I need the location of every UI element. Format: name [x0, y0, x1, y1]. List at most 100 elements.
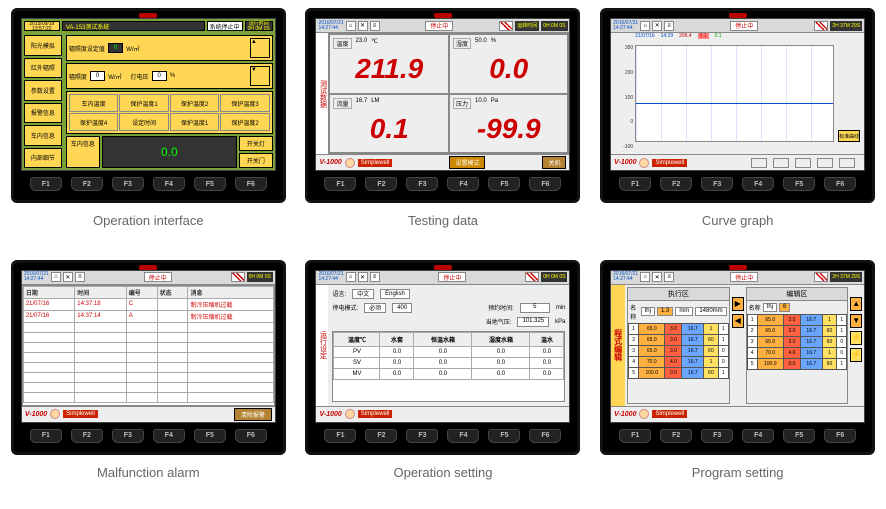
cell[interactable]: 5	[747, 358, 757, 369]
f4-key[interactable]: F4	[742, 177, 774, 191]
cell[interactable]: 1	[629, 323, 639, 334]
f4-key[interactable]: F4	[153, 177, 185, 191]
pwr-opt1[interactable]: 400	[392, 303, 412, 313]
cell[interactable]: 2	[747, 325, 757, 336]
f4-key[interactable]: F4	[153, 429, 185, 443]
nav-btn-4[interactable]: 车内信息	[24, 125, 62, 146]
menu-icon[interactable]: ≡	[370, 21, 380, 31]
f6-key[interactable]: F6	[529, 429, 561, 443]
clear-alarm-btn[interactable]: 清除报警	[234, 408, 272, 421]
bolt2-btn[interactable]: ⚡	[850, 348, 862, 362]
bolt-btn[interactable]: ⚡	[850, 331, 862, 345]
cell[interactable]: 0	[837, 336, 847, 347]
cell[interactable]: 5	[629, 367, 639, 378]
arrow-up-icon[interactable]: ▲	[250, 38, 270, 58]
f5-key[interactable]: F5	[194, 429, 226, 443]
cell[interactable]: 0	[718, 356, 728, 367]
cell[interactable]: 1	[837, 358, 847, 369]
cell[interactable]: 16.7	[800, 325, 822, 336]
copy-right-btn[interactable]: ▶	[732, 297, 744, 311]
cell[interactable]: 0.0	[783, 358, 800, 369]
cell[interactable]: 3.0	[783, 336, 800, 347]
copy-left-btn[interactable]: ◀	[732, 314, 744, 328]
f4-key[interactable]: F4	[447, 177, 479, 191]
nav-btn-1[interactable]: 红外辐照	[24, 58, 62, 79]
f5-key[interactable]: F5	[488, 177, 520, 191]
f2-key[interactable]: F2	[71, 429, 103, 443]
side-btn-0[interactable]: 开关灯	[239, 136, 273, 151]
cell[interactable]: 1	[837, 325, 847, 336]
cell[interactable]: 1	[822, 347, 837, 358]
cell[interactable]: 65.0	[639, 323, 665, 334]
f3-key[interactable]: F3	[406, 177, 438, 191]
nav-btn-5[interactable]: 内部细节	[24, 148, 62, 169]
side-btn-1[interactable]: 开关门	[239, 153, 273, 168]
cell[interactable]: 4.0	[665, 356, 682, 367]
num-val[interactable]: 6	[779, 303, 790, 312]
cell[interactable]: 16.7	[682, 345, 704, 356]
prev-icon[interactable]	[795, 158, 811, 168]
cell[interactable]: 100.0	[757, 358, 783, 369]
nav-btn-3[interactable]: 报警信息	[24, 103, 62, 124]
f2-key[interactable]: F2	[71, 177, 103, 191]
cell[interactable]: 2	[629, 334, 639, 345]
cell[interactable]: 4	[629, 356, 639, 367]
f1-key[interactable]: F1	[30, 429, 62, 443]
home-icon[interactable]: ⌂	[640, 272, 650, 282]
mode-btn[interactable]: 设置模式	[449, 156, 485, 169]
f2-key[interactable]: F2	[660, 429, 692, 443]
zoom-out-icon[interactable]	[773, 158, 789, 168]
press-val[interactable]: 101.325	[517, 317, 549, 327]
cell[interactable]: 3.0	[783, 314, 800, 325]
off-btn[interactable]: 关机	[542, 156, 566, 169]
f3-key[interactable]: F3	[701, 177, 733, 191]
f6-key[interactable]: F6	[235, 429, 267, 443]
f6-key[interactable]: F6	[235, 177, 267, 191]
menu-icon[interactable]: ≡	[75, 272, 85, 282]
f3-key[interactable]: F3	[406, 429, 438, 443]
cell[interactable]: 1	[822, 314, 837, 325]
cell[interactable]: 60	[704, 334, 719, 345]
f1-key[interactable]: F1	[619, 177, 651, 191]
home-icon[interactable]: ⌂	[346, 21, 356, 31]
cell[interactable]: 0	[718, 345, 728, 356]
cell[interactable]: 16.7	[800, 336, 822, 347]
f1-key[interactable]: F1	[619, 429, 651, 443]
cell[interactable]: 0	[837, 347, 847, 358]
tools-icon[interactable]: ✕	[652, 21, 662, 31]
f4-key[interactable]: F4	[742, 429, 774, 443]
nav-btn-2[interactable]: 参数设置	[24, 80, 62, 101]
cell[interactable]: 60	[822, 358, 837, 369]
f3-key[interactable]: F3	[112, 177, 144, 191]
cell[interactable]: 60	[822, 336, 837, 347]
f1-key[interactable]: F1	[30, 177, 62, 191]
f2-key[interactable]: F2	[365, 177, 397, 191]
cell[interactable]: 70.0	[639, 356, 665, 367]
f1-key[interactable]: F1	[324, 429, 356, 443]
tools-icon[interactable]: ✕	[358, 272, 368, 282]
cell[interactable]: 16.7	[800, 314, 822, 325]
f2-key[interactable]: F2	[365, 429, 397, 443]
name-val[interactable]: thj	[641, 307, 655, 316]
f3-key[interactable]: F3	[112, 429, 144, 443]
f5-key[interactable]: F5	[194, 177, 226, 191]
lang-en[interactable]: English	[380, 289, 410, 299]
move-up-btn[interactable]: ▲	[850, 297, 862, 311]
f5-key[interactable]: F5	[783, 429, 815, 443]
cell[interactable]: 3.0	[665, 345, 682, 356]
zoom-in-icon[interactable]	[751, 158, 767, 168]
cell[interactable]: 65.0	[757, 314, 783, 325]
menu-icon[interactable]: ≡	[664, 272, 674, 282]
f6-key[interactable]: F6	[824, 177, 856, 191]
name-val[interactable]: thj	[763, 303, 777, 312]
cell[interactable]: 1	[704, 356, 719, 367]
std-curve-btn[interactable]: 标准曲线	[838, 130, 860, 142]
cell[interactable]: 16.7	[682, 334, 704, 345]
home-icon[interactable]: ⌂	[51, 272, 61, 282]
curve-plot[interactable]	[635, 45, 834, 142]
chart-icon[interactable]	[814, 272, 828, 282]
f5-key[interactable]: F5	[783, 177, 815, 191]
cell[interactable]: 1	[718, 334, 728, 345]
cell[interactable]: 65.0	[757, 325, 783, 336]
cell[interactable]: 3	[629, 345, 639, 356]
